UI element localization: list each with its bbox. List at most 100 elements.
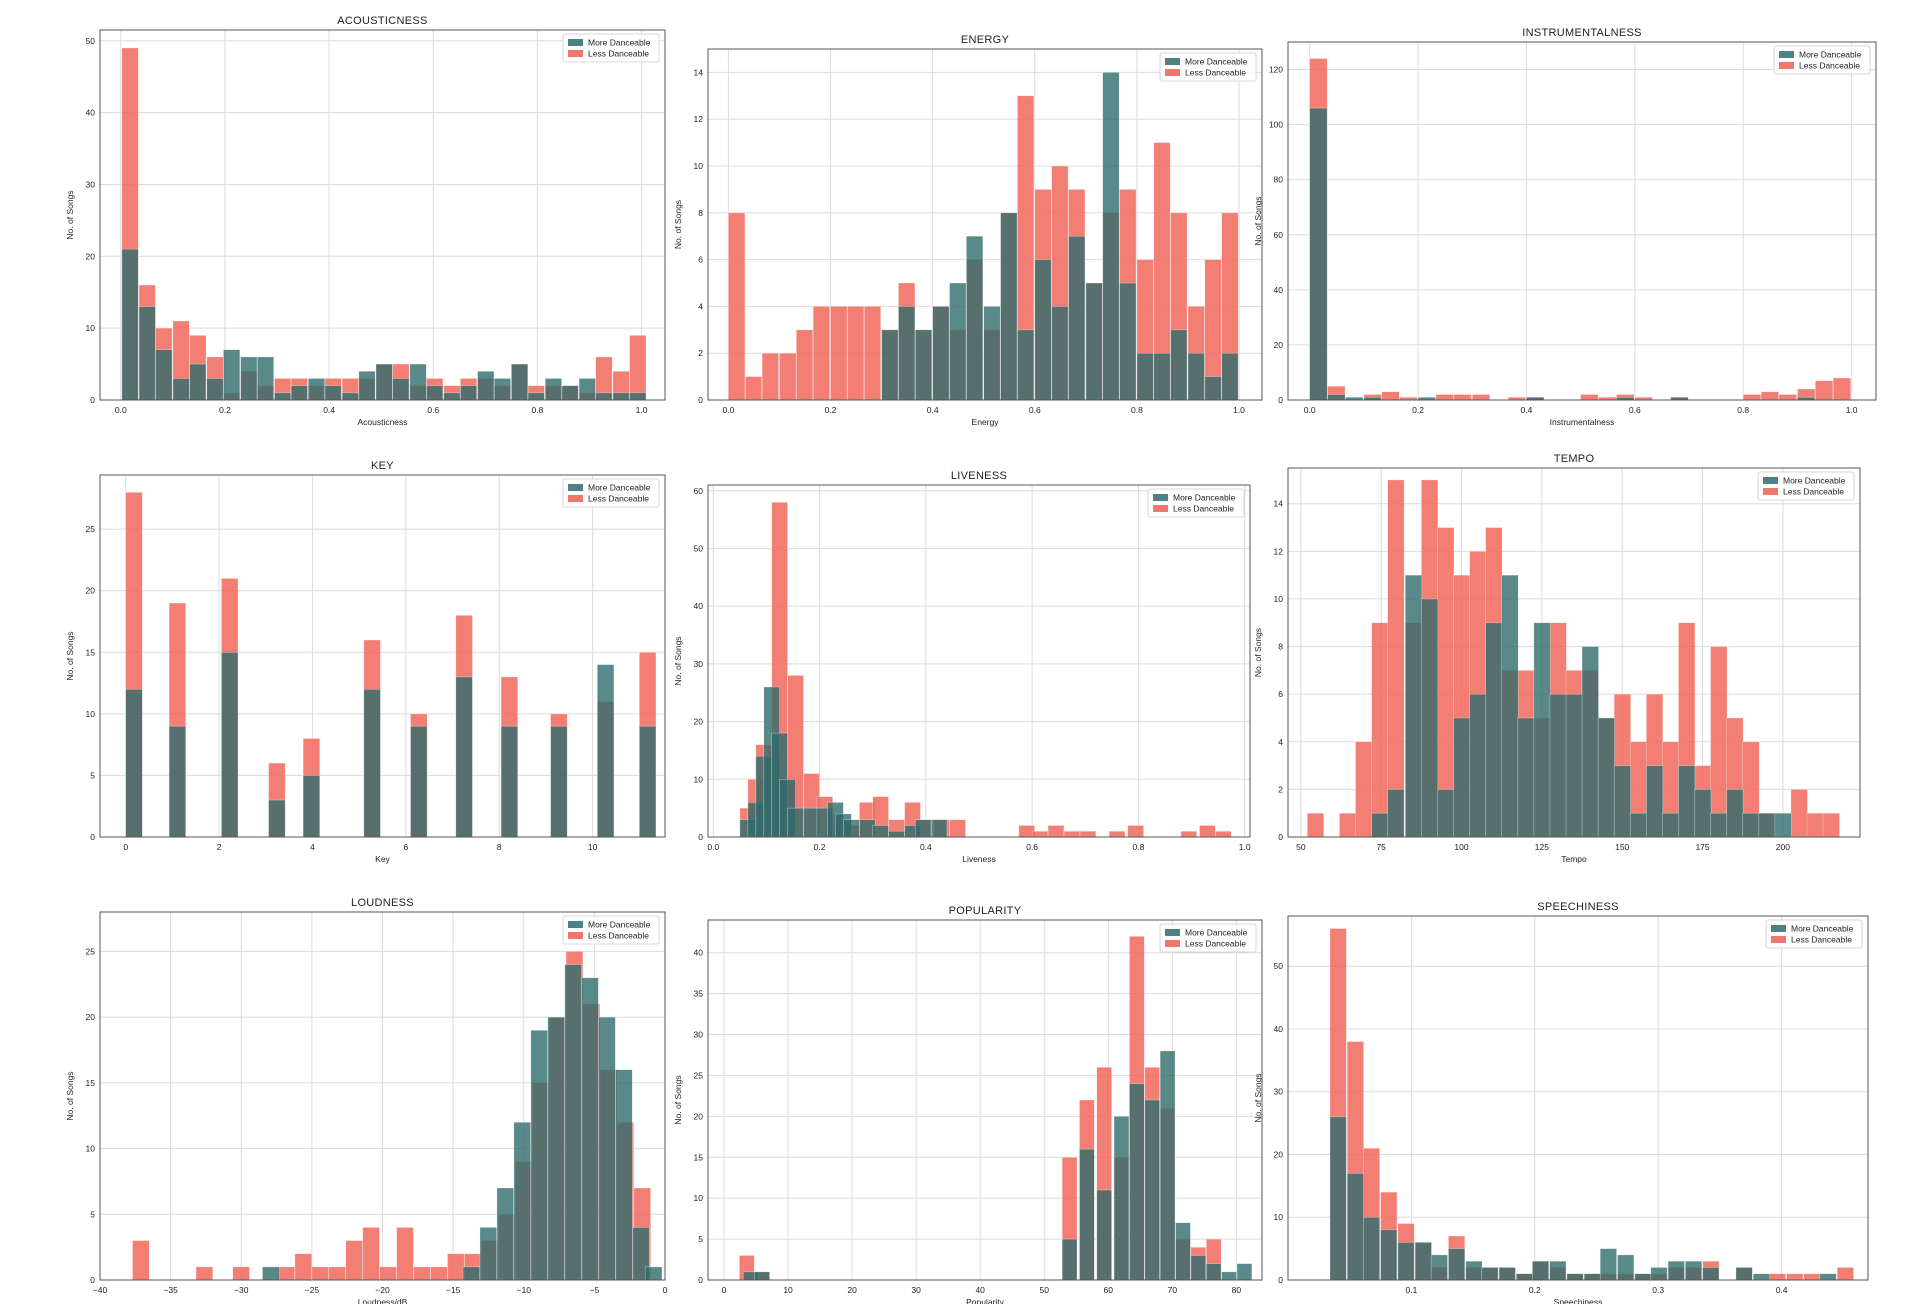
bar-less-danceable [195, 1266, 214, 1281]
legend-label-less-danceable: Less Danceable [588, 931, 649, 941]
legend-label-less-danceable: Less Danceable [1783, 487, 1844, 497]
y-tick-label: 40 [86, 108, 96, 118]
bar-more-danceable [324, 385, 342, 401]
bar-more-danceable [1085, 282, 1103, 401]
bar-less-danceable [1742, 394, 1762, 401]
bar-more-danceable [1061, 1238, 1078, 1281]
bar-more-danceable [426, 385, 444, 401]
y-tick-label: 40 [1274, 1024, 1284, 1034]
x-tick-label: 0 [722, 1285, 727, 1295]
legend-label-less-danceable: Less Danceable [1791, 935, 1852, 945]
bar-more-danceable [1380, 1229, 1398, 1281]
bar-more-danceable [1221, 1271, 1237, 1281]
bar-more-danceable [1051, 306, 1069, 401]
bar-less-danceable [1199, 825, 1216, 838]
bar-less-danceable [629, 335, 647, 401]
y-axis-label: No. of Songs [65, 1071, 75, 1120]
x-tick-label: 10 [588, 842, 598, 852]
y-tick-label: 6 [698, 255, 703, 265]
chart-title: POPULARITY [949, 905, 1022, 917]
plot-frame [1287, 41, 1877, 401]
bar-more-danceable [1159, 1050, 1176, 1281]
legend-label-more-danceable: More Danceable [1791, 924, 1854, 934]
bar-more-danceable [1532, 1260, 1550, 1281]
bar-more-danceable [1136, 352, 1154, 401]
bar-less-danceable [1031, 830, 1049, 838]
plot-frame [707, 484, 1251, 838]
bar-more-danceable [1113, 1116, 1130, 1281]
bar-less-danceable [1786, 1273, 1804, 1281]
x-tick-label: −30 [234, 1285, 249, 1295]
bar-more-danceable [500, 725, 519, 838]
x-tick-label: 30 [911, 1285, 921, 1295]
bar-more-danceable [1752, 1273, 1770, 1281]
y-tick-label: 40 [694, 948, 704, 958]
x-tick-label: 0 [663, 1285, 668, 1295]
y-tick-label: 10 [1274, 594, 1284, 604]
legend-label-more-danceable: More Danceable [1799, 50, 1862, 60]
x-tick-label: 100 [1454, 842, 1468, 852]
bar-less-danceable [328, 1266, 346, 1281]
x-tick-label: 0.8 [1737, 405, 1749, 415]
y-tick-label: 14 [1274, 499, 1284, 509]
y-tick-label: 8 [698, 208, 703, 218]
bar-more-danceable [1565, 693, 1583, 838]
bar-more-danceable [1144, 1099, 1160, 1281]
bar-less-danceable [1768, 1273, 1786, 1281]
legend-label-less-danceable: Less Danceable [1173, 504, 1234, 514]
legend-swatch-more-danceable [1165, 929, 1180, 936]
bar-more-danceable [172, 378, 190, 401]
bar-more-danceable [1096, 1189, 1112, 1281]
chart-title: SPEECHINESS [1537, 901, 1619, 913]
bar-more-danceable [1404, 574, 1423, 838]
y-tick-label: 30 [694, 659, 704, 669]
bar-more-danceable [550, 725, 568, 838]
bar-less-danceable [1778, 394, 1797, 401]
x-tick-label: 50 [1296, 842, 1306, 852]
bar-more-danceable [1034, 259, 1052, 401]
chart-title: KEY [371, 460, 394, 472]
bar-more-danceable [1469, 693, 1487, 838]
bar-more-danceable [409, 363, 427, 401]
bar-more-danceable [644, 1266, 663, 1281]
legend-swatch-less-danceable [1153, 505, 1168, 512]
y-tick-label: 8 [1278, 642, 1283, 652]
x-tick-label: 1.0 [1846, 405, 1858, 415]
bar-less-danceable [1215, 830, 1232, 838]
x-tick-label: 4 [310, 842, 315, 852]
y-axis-label: No. of Songs [1253, 1073, 1263, 1122]
y-tick-label: 15 [86, 647, 96, 657]
bar-more-danceable [629, 392, 647, 401]
bar-less-danceable [1079, 830, 1097, 838]
bar-less-danceable [345, 1240, 363, 1281]
loudness-histogram: −40 −35 −30 −25 −20 −15 −10 −5 0 0 5 10 15 20 25 LOUDNE… [65, 897, 668, 1304]
bar-more-danceable [1397, 1242, 1415, 1281]
bar-less-danceable [779, 352, 797, 401]
bar-more-danceable [1515, 1273, 1534, 1281]
legend-box [1159, 923, 1257, 953]
legend-swatch-less-danceable [568, 932, 583, 939]
bar-more-danceable [578, 378, 596, 401]
bar-more-danceable [392, 378, 410, 401]
x-axis-label: Speechiness [1554, 1297, 1603, 1304]
y-tick-label: 4 [1278, 737, 1283, 747]
bar-more-danceable [1726, 789, 1744, 838]
y-tick-label: 20 [694, 1111, 704, 1121]
x-tick-label: 0.0 [115, 405, 127, 415]
bar-less-danceable [1580, 394, 1599, 401]
bar-more-danceable [581, 977, 599, 1281]
plot-frame [99, 474, 666, 838]
bar-more-danceable [363, 688, 381, 838]
bar-less-danceable [232, 1266, 250, 1281]
x-tick-label: −35 [163, 1285, 178, 1295]
x-tick-label: 1.0 [1233, 405, 1245, 415]
bar-more-danceable [1549, 1260, 1567, 1281]
x-tick-label: 1.0 [1239, 842, 1251, 852]
y-tick-label: 50 [694, 543, 704, 553]
bar-less-danceable [1836, 1267, 1854, 1281]
bar-more-danceable [1221, 352, 1239, 401]
bar-less-danceable [1306, 812, 1325, 838]
bar-more-danceable [1079, 1148, 1095, 1281]
x-tick-label: 75 [1376, 842, 1386, 852]
x-tick-label: 0.6 [1029, 405, 1041, 415]
